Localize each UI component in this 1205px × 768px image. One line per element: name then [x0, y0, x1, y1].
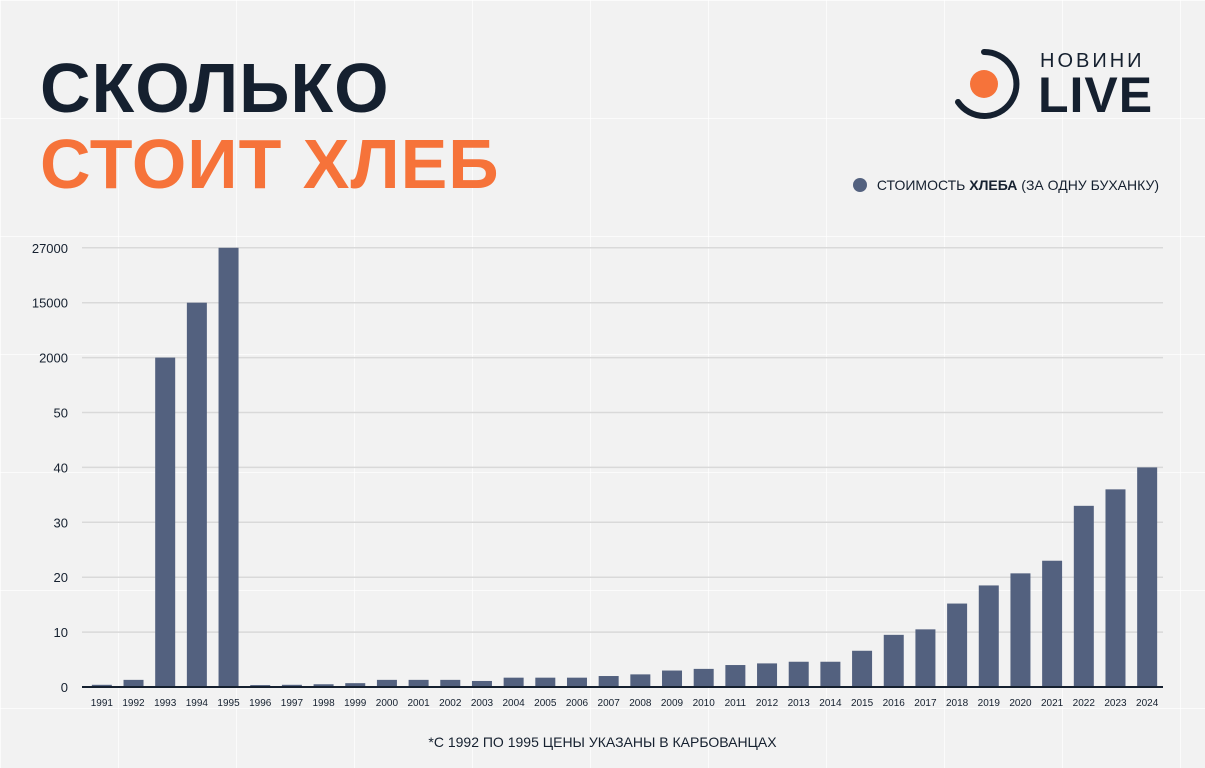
x-tick-label: 1992: [122, 698, 145, 709]
x-tick-label: 2010: [693, 698, 716, 709]
x-tick-label: 2012: [756, 698, 779, 709]
x-tick-label: 2004: [503, 698, 526, 709]
bar: [91, 684, 112, 687]
x-tick-label: 2021: [1041, 698, 1064, 709]
live-circle-icon: [955, 48, 1020, 119]
x-tick-label: 2020: [1009, 698, 1032, 709]
y-tick-label: 27000: [32, 241, 68, 256]
x-tick-label: 1997: [281, 698, 304, 709]
bar: [693, 668, 714, 687]
x-tick-label: 2018: [946, 698, 969, 709]
x-tick-label: 1991: [91, 698, 114, 709]
x-tick-label: 2000: [376, 698, 399, 709]
bar: [1105, 489, 1126, 687]
bar: [1073, 505, 1094, 687]
bar: [1137, 467, 1158, 687]
bar: [820, 661, 841, 687]
x-tick-label: 2005: [534, 698, 557, 709]
bar: [598, 676, 619, 687]
x-tick-label: 2011: [725, 698, 747, 709]
logo-text-small: НОВИНИ: [1040, 50, 1145, 72]
bar: [503, 677, 524, 687]
x-tick-label: 2015: [851, 698, 874, 709]
page-title: СКОЛЬКО СТОИТ ХЛЕБ: [40, 52, 500, 200]
bar: [155, 357, 176, 687]
bar: [662, 670, 683, 687]
bar: [947, 603, 968, 687]
x-tick-label: 2007: [598, 698, 621, 709]
x-tick-label: 2023: [1104, 698, 1127, 709]
x-tick-label: 2013: [788, 698, 811, 709]
x-tick-label: 2022: [1073, 698, 1096, 709]
bar: [566, 677, 587, 687]
x-tick-label: 1995: [217, 698, 240, 709]
bar: [725, 665, 746, 687]
x-tick-label: 2001: [407, 698, 430, 709]
x-tick-label: 2016: [883, 698, 906, 709]
bar: [345, 683, 366, 687]
bar: [535, 677, 556, 687]
x-tick-label: 2009: [661, 698, 684, 709]
x-tick-label: 1998: [312, 698, 335, 709]
x-tick-label: 1999: [344, 698, 367, 709]
x-tick-label: 2003: [471, 698, 494, 709]
x-tick-label: 2008: [629, 698, 652, 709]
legend-label: СТОИМОСТЬ ХЛЕБА (ЗА ОДНУ БУХАНКУ): [876, 177, 1159, 193]
y-tick-label: 0: [61, 680, 68, 695]
bar: [281, 684, 302, 687]
bar: [440, 679, 461, 687]
bar: [788, 661, 809, 687]
y-tick-label: 2000: [39, 351, 68, 366]
legend-dot-icon: [852, 178, 867, 192]
logo-text-big: LIVE: [1038, 67, 1154, 123]
bar: [471, 680, 492, 687]
title-line-1: СКОЛЬКО: [40, 49, 390, 127]
bar: [408, 679, 429, 687]
bar: [218, 247, 239, 688]
x-tick-label: 2017: [914, 698, 937, 709]
bar: [852, 650, 873, 687]
y-tick-label: 50: [54, 406, 68, 421]
chart-legend: СТОИМОСТЬ ХЛЕБА (ЗА ОДНУ БУХАНКУ): [852, 177, 1159, 193]
y-tick-label: 20: [54, 570, 68, 585]
footnote: *С 1992 ПО 1995 ЦЕНЫ УКАЗАНЫ В КАРБОВАНЦ…: [428, 734, 777, 750]
bar: [915, 629, 936, 687]
bar: [757, 663, 778, 687]
bar: [630, 674, 651, 687]
x-tick-label: 1996: [249, 698, 272, 709]
x-tick-label: 2019: [978, 698, 1001, 709]
bar: [376, 679, 397, 687]
x-tick-label: 1994: [186, 698, 209, 709]
y-tick-label: 40: [54, 460, 68, 475]
x-tick-label: 1993: [154, 698, 177, 709]
y-tick-label: 10: [54, 625, 68, 640]
bar: [313, 684, 334, 687]
x-tick-label: 2006: [566, 698, 589, 709]
bar: [186, 302, 207, 687]
bar: [1010, 573, 1031, 687]
bar: [1042, 560, 1063, 687]
x-tick-label: 2024: [1136, 698, 1159, 709]
y-tick-label: 15000: [32, 296, 68, 311]
title-line-2: СТОИТ ХЛЕБ: [40, 125, 500, 203]
x-tick-label: 2014: [819, 698, 842, 709]
brand-logo: НОВИНИ LIVE: [948, 48, 1168, 123]
bar: [883, 634, 904, 687]
x-tick-label: 2002: [439, 698, 462, 709]
bar: [123, 679, 144, 687]
y-tick-label: 30: [54, 515, 68, 530]
bar: [978, 585, 999, 687]
